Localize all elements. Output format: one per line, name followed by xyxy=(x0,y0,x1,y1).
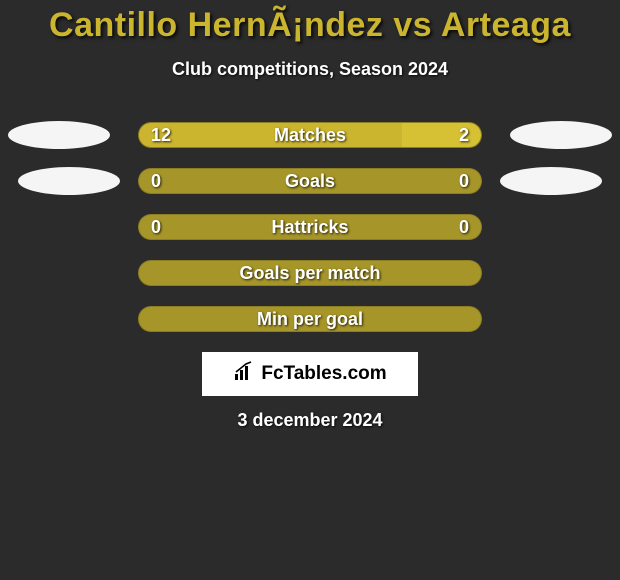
bar-value-right: 0 xyxy=(459,171,469,192)
logo-text: FcTables.com xyxy=(261,363,386,385)
bar-value-left: 0 xyxy=(151,217,161,238)
comparison-row: Goals0 0 xyxy=(0,168,620,194)
page-title: Cantillo HernÃ¡ndez vs Arteaga xyxy=(0,0,620,45)
bar-track: Hattricks0 0 xyxy=(138,214,482,240)
comparison-row: Matches12 2 xyxy=(0,122,620,148)
bar-value-right: 0 xyxy=(459,217,469,238)
bar-track: Min per goal xyxy=(138,306,482,332)
bar-value-right: 2 xyxy=(459,125,469,146)
bar-label: Min per goal xyxy=(139,309,481,330)
comparison-row: Min per goal xyxy=(0,306,620,332)
logo-box: FcTables.com xyxy=(202,352,418,396)
bar-label: Matches xyxy=(139,125,481,146)
bar-label: Goals per match xyxy=(139,263,481,284)
comparison-rows: Matches122Goals00Hattricks00Goals per ma… xyxy=(0,122,620,332)
date-label: 3 december 2024 xyxy=(0,410,620,431)
bar-label: Goals xyxy=(139,171,481,192)
player-right-oval xyxy=(510,121,612,149)
bar-track: Goals0 0 xyxy=(138,168,482,194)
player-left-oval xyxy=(18,167,120,195)
bar-value-left: 0 xyxy=(151,171,161,192)
comparison-row: Goals per match xyxy=(0,260,620,286)
comparison-row: Hattricks0 0 xyxy=(0,214,620,240)
subtitle: Club competitions, Season 2024 xyxy=(0,59,620,80)
bar-label: Hattricks xyxy=(139,217,481,238)
player-right-oval xyxy=(500,167,602,195)
player-left-oval xyxy=(8,121,110,149)
bar-value-left: 12 xyxy=(151,125,171,146)
logo-chart-icon xyxy=(233,361,255,388)
bar-track: Goals per match xyxy=(138,260,482,286)
bar-track: Matches12 2 xyxy=(138,122,482,148)
